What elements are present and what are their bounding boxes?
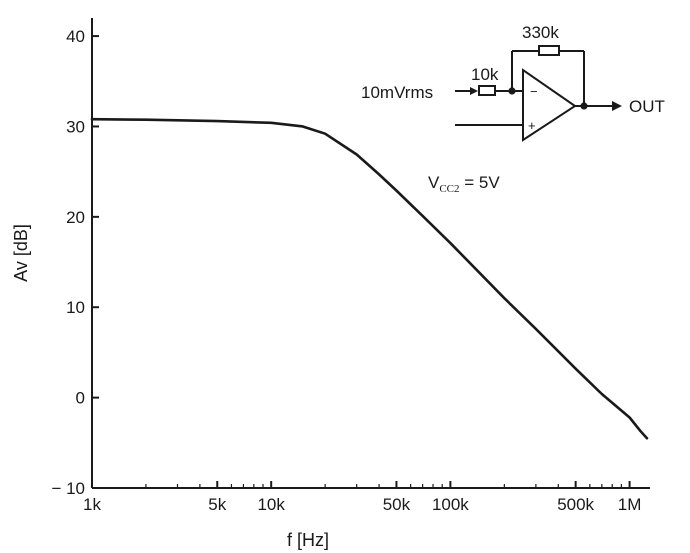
axes: [91, 18, 650, 489]
x-tick-label: 1k: [83, 495, 101, 514]
x-tick-label: 500k: [557, 495, 594, 514]
output-arrow: [612, 101, 622, 111]
feedback-resistor-label: 330k: [522, 23, 559, 42]
x-axis-title: f [Hz]: [287, 530, 329, 550]
series-layer: [90, 117, 649, 440]
y-tick-label: 0: [76, 389, 85, 408]
inverting-input-sign: −: [530, 84, 538, 99]
x-tick-label: 5k: [208, 495, 226, 514]
opamp-triangle: [522, 68, 577, 142]
input-resistor: [478, 85, 496, 96]
x-tick-label: 50k: [383, 495, 411, 514]
y-tick-label: 40: [66, 27, 85, 46]
input-resistor-label: 10k: [471, 65, 499, 84]
output-node-dot: [580, 102, 588, 110]
y-tick-label: − 10: [51, 479, 85, 498]
input-arrow: [470, 87, 478, 95]
x-tick-label: 10k: [257, 495, 285, 514]
y-tick-label: 20: [66, 208, 85, 227]
gain-curve: [90, 117, 649, 440]
y-tick-label: 10: [66, 298, 85, 317]
input-node-dot: [508, 87, 516, 95]
x-tick-label: 1M: [618, 495, 642, 514]
supply-voltage-subscript: CC2: [439, 183, 459, 195]
supply-voltage-value: = 5V: [460, 173, 501, 192]
amplifier-schematic: [455, 45, 622, 142]
ticks: − 10 0 10 20 30 40 1k 5k 10k 50k 100k 500k 1M: [51, 27, 641, 514]
output-label: OUT: [629, 97, 665, 116]
supply-voltage-annotation: VCC2 = 5V: [428, 173, 500, 195]
supply-voltage-symbol: V: [428, 173, 440, 192]
feedback-resistor: [538, 45, 560, 56]
input-signal-label: 10mVrms: [361, 83, 433, 102]
y-tick-label: 30: [66, 117, 85, 136]
x-tick-label: 100k: [432, 495, 469, 514]
y-axis-title: Av [dB]: [11, 224, 31, 282]
noninverting-input-sign: +: [528, 118, 536, 133]
